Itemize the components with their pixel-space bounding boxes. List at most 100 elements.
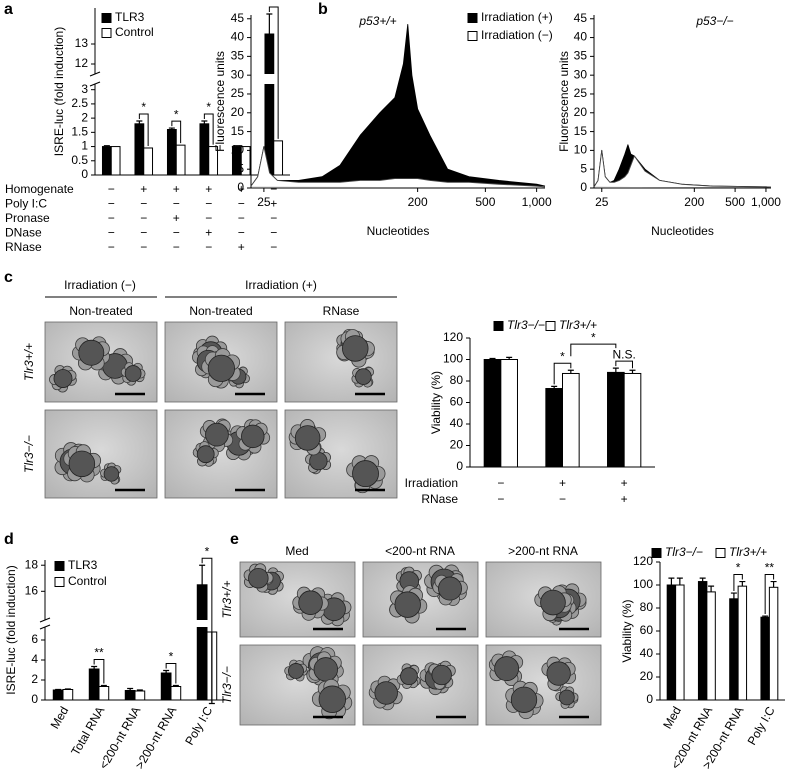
error-bar <box>708 585 715 592</box>
y-tick-label: 16 <box>25 583 39 597</box>
y-tick-label: 6 <box>31 632 38 646</box>
error-bar <box>199 564 206 585</box>
y-tick-label: 2.5 <box>71 96 88 110</box>
treatment-mark: − <box>108 182 115 196</box>
x-axis-label: Nucleotides <box>651 224 714 238</box>
significance-label: * <box>271 0 276 7</box>
error-bar <box>91 665 98 669</box>
significance-label: * <box>736 561 741 575</box>
treatment-mark: + <box>238 240 245 254</box>
x-tick-label: 25 <box>257 195 271 209</box>
error-bar <box>168 127 175 130</box>
organoid-core <box>342 335 369 362</box>
organoid-core <box>248 567 269 589</box>
y-tick-label: 10 <box>231 143 245 157</box>
significance-label: ** <box>765 561 775 575</box>
y-tick-label: 20 <box>574 105 588 119</box>
y-tick-label: 100 <box>633 577 653 591</box>
chart-title: p53−/− <box>695 14 733 28</box>
organoid-core <box>546 661 571 686</box>
significance-bracket <box>615 360 633 369</box>
y-tick-label: 5 <box>237 161 244 175</box>
organoid-core <box>510 686 538 713</box>
error-bar <box>100 684 107 687</box>
organoid-core <box>298 590 323 615</box>
bar <box>134 690 146 701</box>
y-tick-label: 0 <box>646 692 653 706</box>
bar <box>545 388 563 468</box>
column-label: >200-nt RNA <box>508 544 578 558</box>
significance-bracket <box>570 343 617 357</box>
legend-swatch <box>101 28 112 38</box>
error-bar <box>506 356 513 360</box>
bar <box>166 129 177 176</box>
axis-break <box>39 617 51 623</box>
significance-label: N.S. <box>612 347 635 361</box>
bar <box>134 123 145 176</box>
bar <box>768 586 779 701</box>
x-tick-label: Med <box>48 704 72 731</box>
y-tick-label: 25 <box>231 86 245 100</box>
organoid-core <box>374 681 398 705</box>
treatment-label: DNase <box>5 226 42 240</box>
organoid-core <box>313 657 339 682</box>
treatment-mark: − <box>173 226 180 240</box>
treatment-mark: − <box>559 492 566 506</box>
significance-label: * <box>141 100 146 114</box>
significance-label: * <box>206 100 211 114</box>
x-tick-label: 200 <box>684 195 704 209</box>
group-header: Irradiation (+) <box>245 278 317 292</box>
bar <box>760 616 770 701</box>
error-bar <box>136 689 143 691</box>
x-tick-label: 1,000 <box>751 195 781 209</box>
y-tick-label: 2 <box>31 672 38 686</box>
treatment-mark: − <box>270 240 277 254</box>
y-tick-label: 2 <box>81 110 88 124</box>
micrograph <box>284 321 398 403</box>
x-tick-label: 500 <box>475 195 495 209</box>
significance-bracket <box>165 663 177 684</box>
treatment-mark: + <box>173 182 180 196</box>
y-tick-label: 35 <box>231 49 245 63</box>
significance-bracket <box>171 120 182 144</box>
x-tick-label: 1,000 <box>522 195 552 209</box>
treatment-mark: + <box>205 226 212 240</box>
y-axis-label: ISRE-luc (fold induction) <box>4 565 18 694</box>
error-bar <box>127 687 134 691</box>
row-label: Tlr3+/+ <box>22 343 36 381</box>
bar <box>483 359 502 468</box>
y-tick-label: 20 <box>231 105 245 119</box>
bar <box>675 584 685 701</box>
y-tick-label: 15 <box>574 124 588 138</box>
treatment-mark: − <box>205 197 212 211</box>
treatment-mark: − <box>108 240 115 254</box>
treatment-label: Pronase <box>5 211 50 225</box>
organoid-core <box>438 576 463 601</box>
organoid-core <box>196 445 215 464</box>
y-tick-label: 40 <box>640 646 654 660</box>
y-tick-label: 0 <box>456 459 463 473</box>
legend-label: TLR3 <box>115 10 145 24</box>
micrograph <box>239 644 356 726</box>
significance-label: ** <box>94 646 104 660</box>
column-label: Med <box>285 544 308 558</box>
organoid-core <box>540 589 566 616</box>
treatment-mark: − <box>497 476 504 490</box>
y-axis-label: Viability (%) <box>429 371 443 434</box>
y-tick-label: 15 <box>231 124 245 138</box>
treatment-label: Homogenate <box>5 182 74 196</box>
micrograph <box>284 409 398 499</box>
bar <box>143 147 154 176</box>
organoid-core <box>431 664 452 686</box>
micrograph <box>239 561 356 638</box>
legend-swatch <box>101 13 112 23</box>
bar <box>208 146 219 176</box>
y-tick-label: 40 <box>450 416 464 430</box>
legend-label: TLR3 <box>68 558 98 572</box>
y-tick-label: 0 <box>31 692 38 706</box>
y-tick-label: 0 <box>580 180 587 194</box>
bar <box>170 686 182 701</box>
treatment-mark: − <box>238 197 245 211</box>
micrograph <box>44 321 158 403</box>
treatment-mark: − <box>173 197 180 211</box>
